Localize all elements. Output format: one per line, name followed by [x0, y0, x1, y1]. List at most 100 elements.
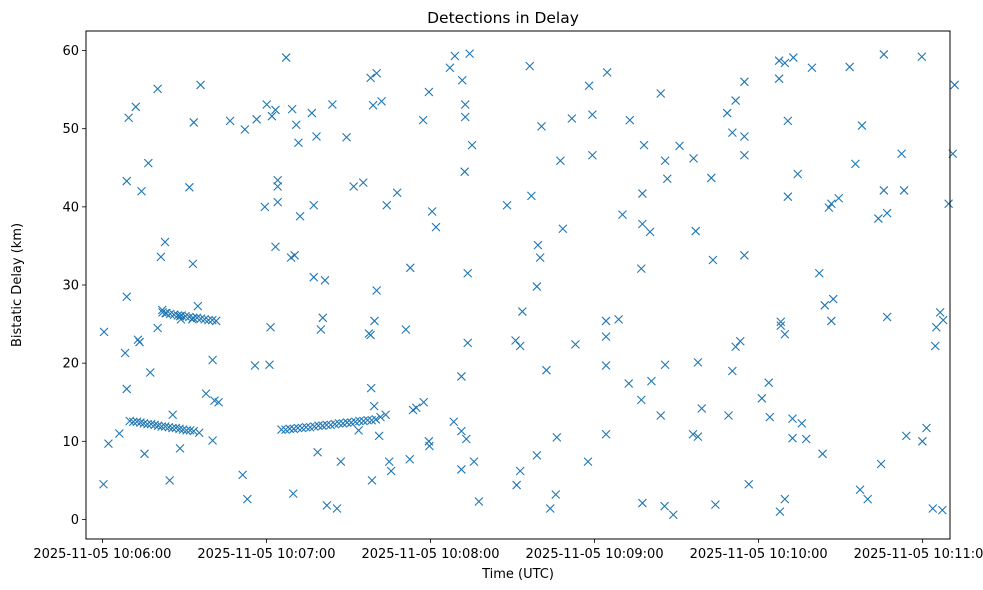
data-point — [150, 420, 160, 430]
data-point — [863, 494, 873, 504]
data-point — [820, 300, 830, 310]
data-point — [801, 434, 811, 444]
data-point — [427, 207, 437, 216]
data-point — [372, 286, 382, 295]
data-point — [211, 316, 221, 326]
data-point — [638, 189, 647, 198]
data-point — [290, 250, 300, 260]
data-point — [731, 342, 741, 352]
data-point — [776, 317, 786, 327]
data-point — [327, 100, 337, 109]
data-point — [301, 422, 311, 432]
data-point — [143, 158, 153, 168]
data-point — [225, 116, 235, 126]
data-point — [783, 116, 793, 126]
data-point — [601, 332, 611, 341]
data-point — [537, 121, 546, 131]
chart-title: Detections in Delay — [427, 9, 579, 27]
x-axis-ticks: 2025-11-05 10:06:00 2025-11-05 10:07:00 20… — [33, 539, 983, 562]
data-point — [449, 417, 459, 427]
data-point — [814, 268, 824, 278]
data-point — [727, 366, 737, 376]
data-point — [188, 313, 198, 323]
data-point — [411, 403, 421, 413]
data-point — [160, 237, 170, 247]
data-point — [384, 457, 394, 467]
data-point — [185, 425, 195, 435]
data-point — [293, 423, 303, 433]
data-point — [265, 360, 274, 370]
data-point — [271, 105, 280, 115]
data-point — [312, 132, 321, 141]
data-point — [793, 169, 803, 179]
data-point — [740, 250, 749, 260]
x-tick-label: 2025-11-05 10:08:00 — [361, 547, 499, 562]
y-axis-ticks: 0 10 20 30 40 50 60 — [62, 44, 86, 528]
data-point — [370, 316, 379, 326]
data-point — [950, 80, 960, 90]
data-point — [722, 108, 732, 118]
data-point — [930, 341, 940, 351]
data-point — [826, 316, 836, 326]
data-point — [675, 141, 684, 151]
data-point — [260, 202, 270, 212]
data-point — [693, 432, 703, 442]
x-tick-label: 2025-11-05 10:09:00 — [526, 547, 664, 562]
data-point — [376, 412, 385, 422]
data-point — [551, 490, 561, 499]
data-point — [214, 397, 223, 407]
data-point — [876, 459, 886, 469]
data-point — [512, 480, 522, 490]
data-point — [139, 418, 149, 428]
data-point — [797, 418, 807, 428]
data-point — [175, 443, 185, 453]
data-point — [374, 431, 384, 441]
data-point — [366, 383, 376, 393]
data-point — [369, 401, 379, 411]
y-tick-label: 10 — [62, 435, 79, 450]
data-point — [474, 497, 484, 506]
y-tick-label: 40 — [62, 200, 79, 215]
data-point — [937, 505, 947, 515]
data-point — [515, 466, 525, 476]
data-point — [614, 314, 624, 324]
data-point — [776, 321, 786, 331]
data-point — [322, 420, 331, 430]
data-point — [545, 504, 555, 513]
y-tick-label: 20 — [62, 357, 79, 372]
data-point — [358, 178, 368, 188]
data-point — [552, 433, 562, 442]
data-point — [189, 118, 199, 127]
data-point — [625, 115, 635, 125]
data-point — [780, 58, 790, 68]
data-point — [735, 336, 745, 346]
data-point — [774, 56, 784, 66]
data-point — [368, 100, 378, 110]
data-point — [424, 87, 434, 97]
plot-frame — [85, 30, 951, 540]
data-point — [688, 429, 698, 439]
data-point — [366, 73, 376, 83]
data-point — [252, 114, 262, 124]
data-point — [928, 504, 938, 513]
data-point — [168, 423, 177, 433]
data-point — [136, 418, 145, 427]
data-point — [281, 53, 291, 62]
data-point — [697, 404, 707, 413]
data-point — [175, 424, 184, 434]
data-point — [386, 466, 396, 476]
data-point — [349, 182, 359, 191]
data-point — [638, 219, 647, 229]
data-point — [882, 312, 892, 322]
data-point — [583, 457, 593, 467]
data-point — [382, 200, 392, 210]
data-point — [273, 175, 283, 185]
data-point — [153, 323, 163, 333]
data-point — [208, 436, 217, 445]
data-point — [381, 410, 391, 420]
data-point — [178, 425, 188, 434]
data-point — [285, 424, 295, 434]
data-point — [137, 186, 146, 196]
data-point — [618, 210, 627, 220]
data-point — [744, 479, 754, 489]
